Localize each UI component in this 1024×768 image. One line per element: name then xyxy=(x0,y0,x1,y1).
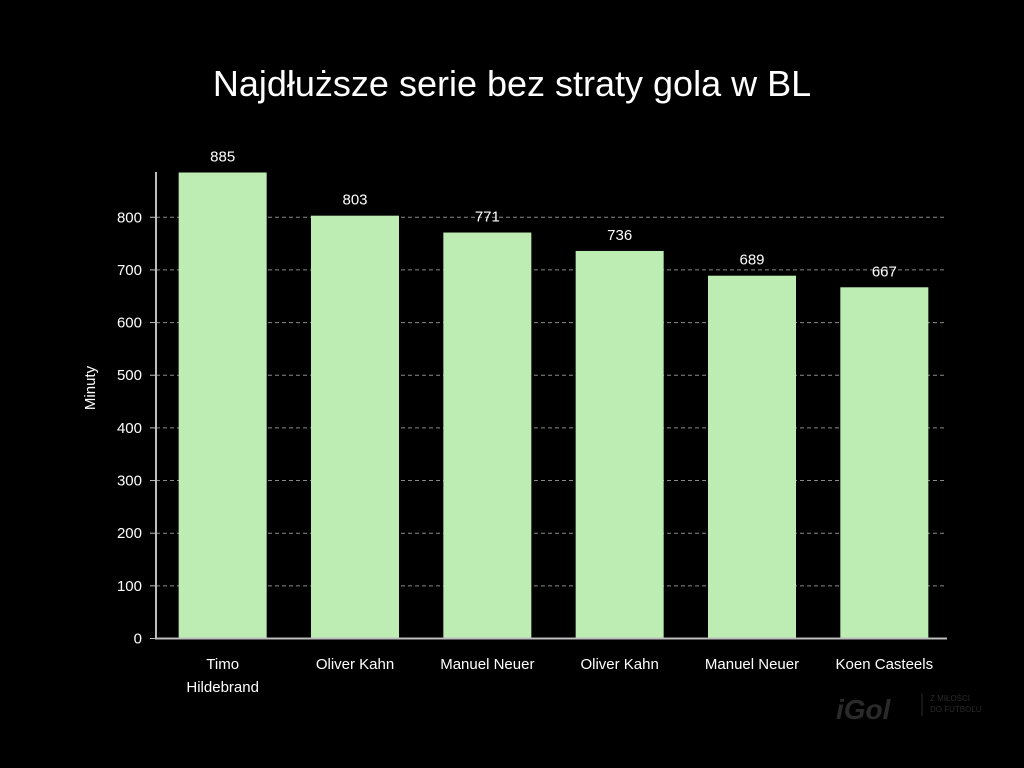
category-labels: Timo Hildebrand Oliver Kahn Manuel Neuer Oli… xyxy=(186,656,933,696)
y-tick-label: 400 xyxy=(117,420,142,437)
bar xyxy=(708,275,796,639)
data-label: 667 xyxy=(872,263,897,280)
igol-tagline-line-2: DO FUTBOLU xyxy=(930,705,982,714)
x-category-label: Koen Casteels xyxy=(836,656,934,673)
x-category-label: Oliver Kahn xyxy=(316,656,394,673)
igol-logo-text: iGol xyxy=(836,694,892,725)
x-category-label: Manuel Neuer xyxy=(440,656,534,673)
chart-title: Najdłuższe serie bez straty gola w BL xyxy=(213,63,811,104)
y-tick-label: 600 xyxy=(117,315,142,332)
grid-lines xyxy=(156,216,947,587)
y-tick-label: 300 xyxy=(117,473,142,490)
data-label: 771 xyxy=(475,209,500,226)
bar xyxy=(178,172,267,639)
y-tick-label: 700 xyxy=(117,262,142,279)
y-axis-ticks: 0 100 200 300 400 500 600 700 800 xyxy=(117,209,156,648)
x-category-label: Oliver Kahn xyxy=(580,656,658,673)
data-labels: 885 803 771 736 689 667 xyxy=(210,149,897,281)
data-label: 803 xyxy=(342,192,367,209)
igol-tagline-line-1: Z MIŁOŚCI xyxy=(930,694,970,703)
data-label: 689 xyxy=(739,252,764,269)
y-axis-label: Minuty xyxy=(82,365,99,410)
data-label: 885 xyxy=(210,149,235,166)
y-tick-label: 500 xyxy=(117,367,142,384)
bar xyxy=(311,215,399,639)
bars xyxy=(178,172,929,639)
y-tick-label: 800 xyxy=(117,209,142,226)
data-label: 736 xyxy=(607,227,632,244)
x-category-label: Hildebrand xyxy=(186,679,259,696)
bar xyxy=(443,232,532,639)
bar xyxy=(575,250,664,639)
x-category-label: Manuel Neuer xyxy=(705,656,799,673)
x-category-label: Timo xyxy=(206,656,239,673)
y-tick-label: 100 xyxy=(117,578,142,595)
bar xyxy=(840,287,929,639)
igol-logo: iGol Z MIŁOŚCI DO FUTBOLU xyxy=(836,693,982,725)
y-tick-label: 200 xyxy=(117,525,142,542)
y-tick-label: 0 xyxy=(134,631,142,648)
